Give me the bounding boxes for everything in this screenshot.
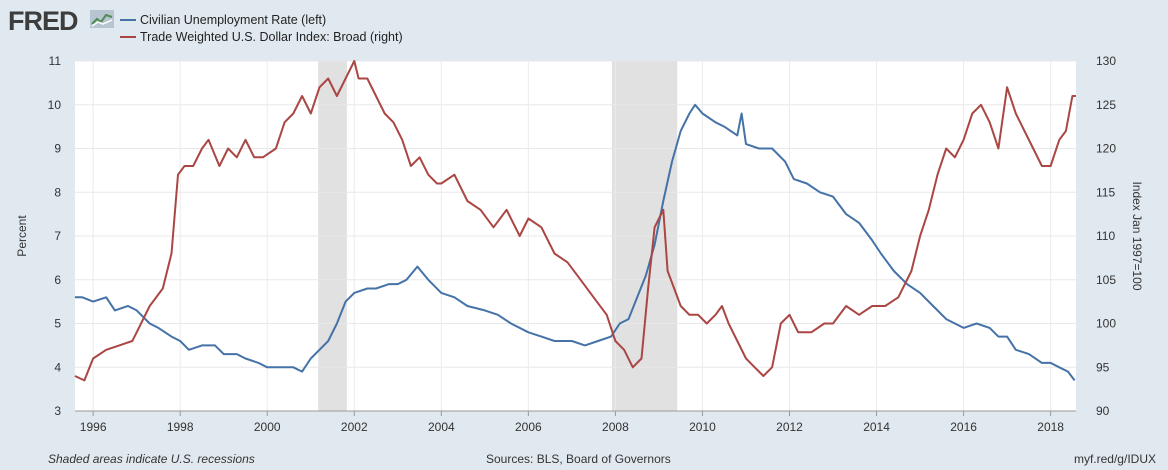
y-tick-left: 10	[48, 98, 62, 112]
y-tick-left: 9	[54, 142, 61, 156]
y-tick-left: 5	[54, 317, 61, 331]
x-tick-label: 2006	[515, 420, 542, 434]
legend-swatch-unemployment	[120, 18, 136, 21]
y-tick-right: 115	[1096, 185, 1115, 199]
y-tick-right: 105	[1096, 273, 1116, 287]
legend-label-dollar-index: Trade Weighted U.S. Dollar Index: Broad …	[140, 29, 403, 44]
y-tick-right: 100	[1096, 317, 1116, 331]
y-tick-right: 125	[1096, 98, 1116, 112]
series-line-dollar-index	[74, 60, 1076, 382]
y-tick-left: 7	[54, 229, 61, 243]
x-tick-label: 2014	[863, 420, 890, 434]
legend-swatch-dollar-index	[120, 35, 136, 38]
y-tick-right: 95	[1096, 360, 1110, 374]
y-tick-left: 11	[49, 54, 62, 68]
x-tick-label: 2002	[341, 420, 368, 434]
legend-item-unemployment[interactable]: Civilian Unemployment Rate (left)	[120, 11, 403, 28]
fred-logo[interactable]: FRED	[8, 6, 78, 36]
y-tick-right: 120	[1096, 142, 1116, 156]
x-tick-label: 2016	[950, 420, 977, 434]
y-tick-left: 6	[54, 273, 61, 287]
legend-item-dollar-index[interactable]: Trade Weighted U.S. Dollar Index: Broad …	[120, 28, 403, 45]
x-tick-label: 1996	[80, 420, 107, 434]
chart-legend: Civilian Unemployment Rate (left) Trade …	[120, 11, 403, 45]
y-tick-right: 130	[1096, 54, 1116, 68]
x-tick-label: 2008	[602, 420, 629, 434]
x-tick-label: 2018	[1037, 420, 1064, 434]
x-tick-label: 2004	[428, 420, 455, 434]
short-link[interactable]: myf.red/g/IDUX	[1073, 452, 1156, 466]
x-tick-label: 2000	[254, 420, 281, 434]
x-tick-label: 1998	[167, 420, 194, 434]
sources-text: Sources: BLS, Board of Governors	[486, 452, 671, 466]
y-tick-right: 110	[1096, 229, 1115, 243]
recession-note: Shaded areas indicate U.S. recessions	[48, 452, 255, 466]
chart-area[interactable]: 3 4 5 6 7 8 9 10 11 90 95 100 105 110 115 120 125 130 1996…	[0, 0, 1168, 448]
x-tick-label: 2010	[689, 420, 716, 434]
y-axis-label-left: Percent	[15, 215, 29, 257]
y-tick-left: 4	[54, 360, 61, 374]
series-line-unemployment	[74, 103, 1076, 381]
trend-icon	[90, 10, 114, 28]
y-axis-label-right: Index Jan 1997=100	[1130, 181, 1144, 290]
y-tick-left: 8	[54, 185, 61, 199]
y-tick-left: 3	[54, 404, 61, 418]
legend-label-unemployment: Civilian Unemployment Rate (left)	[140, 12, 327, 27]
chart-footer: Shaded areas indicate U.S. recessions So…	[0, 448, 1168, 470]
x-tick-label: 2012	[776, 420, 803, 434]
chart-header: FRED Civilian Unemployment Rate (left) T…	[0, 0, 1168, 50]
y-tick-right: 90	[1096, 404, 1110, 418]
